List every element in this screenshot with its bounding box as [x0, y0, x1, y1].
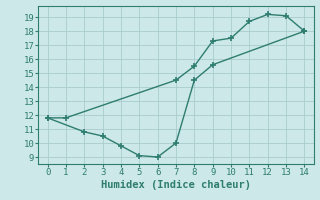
X-axis label: Humidex (Indice chaleur): Humidex (Indice chaleur): [101, 180, 251, 190]
